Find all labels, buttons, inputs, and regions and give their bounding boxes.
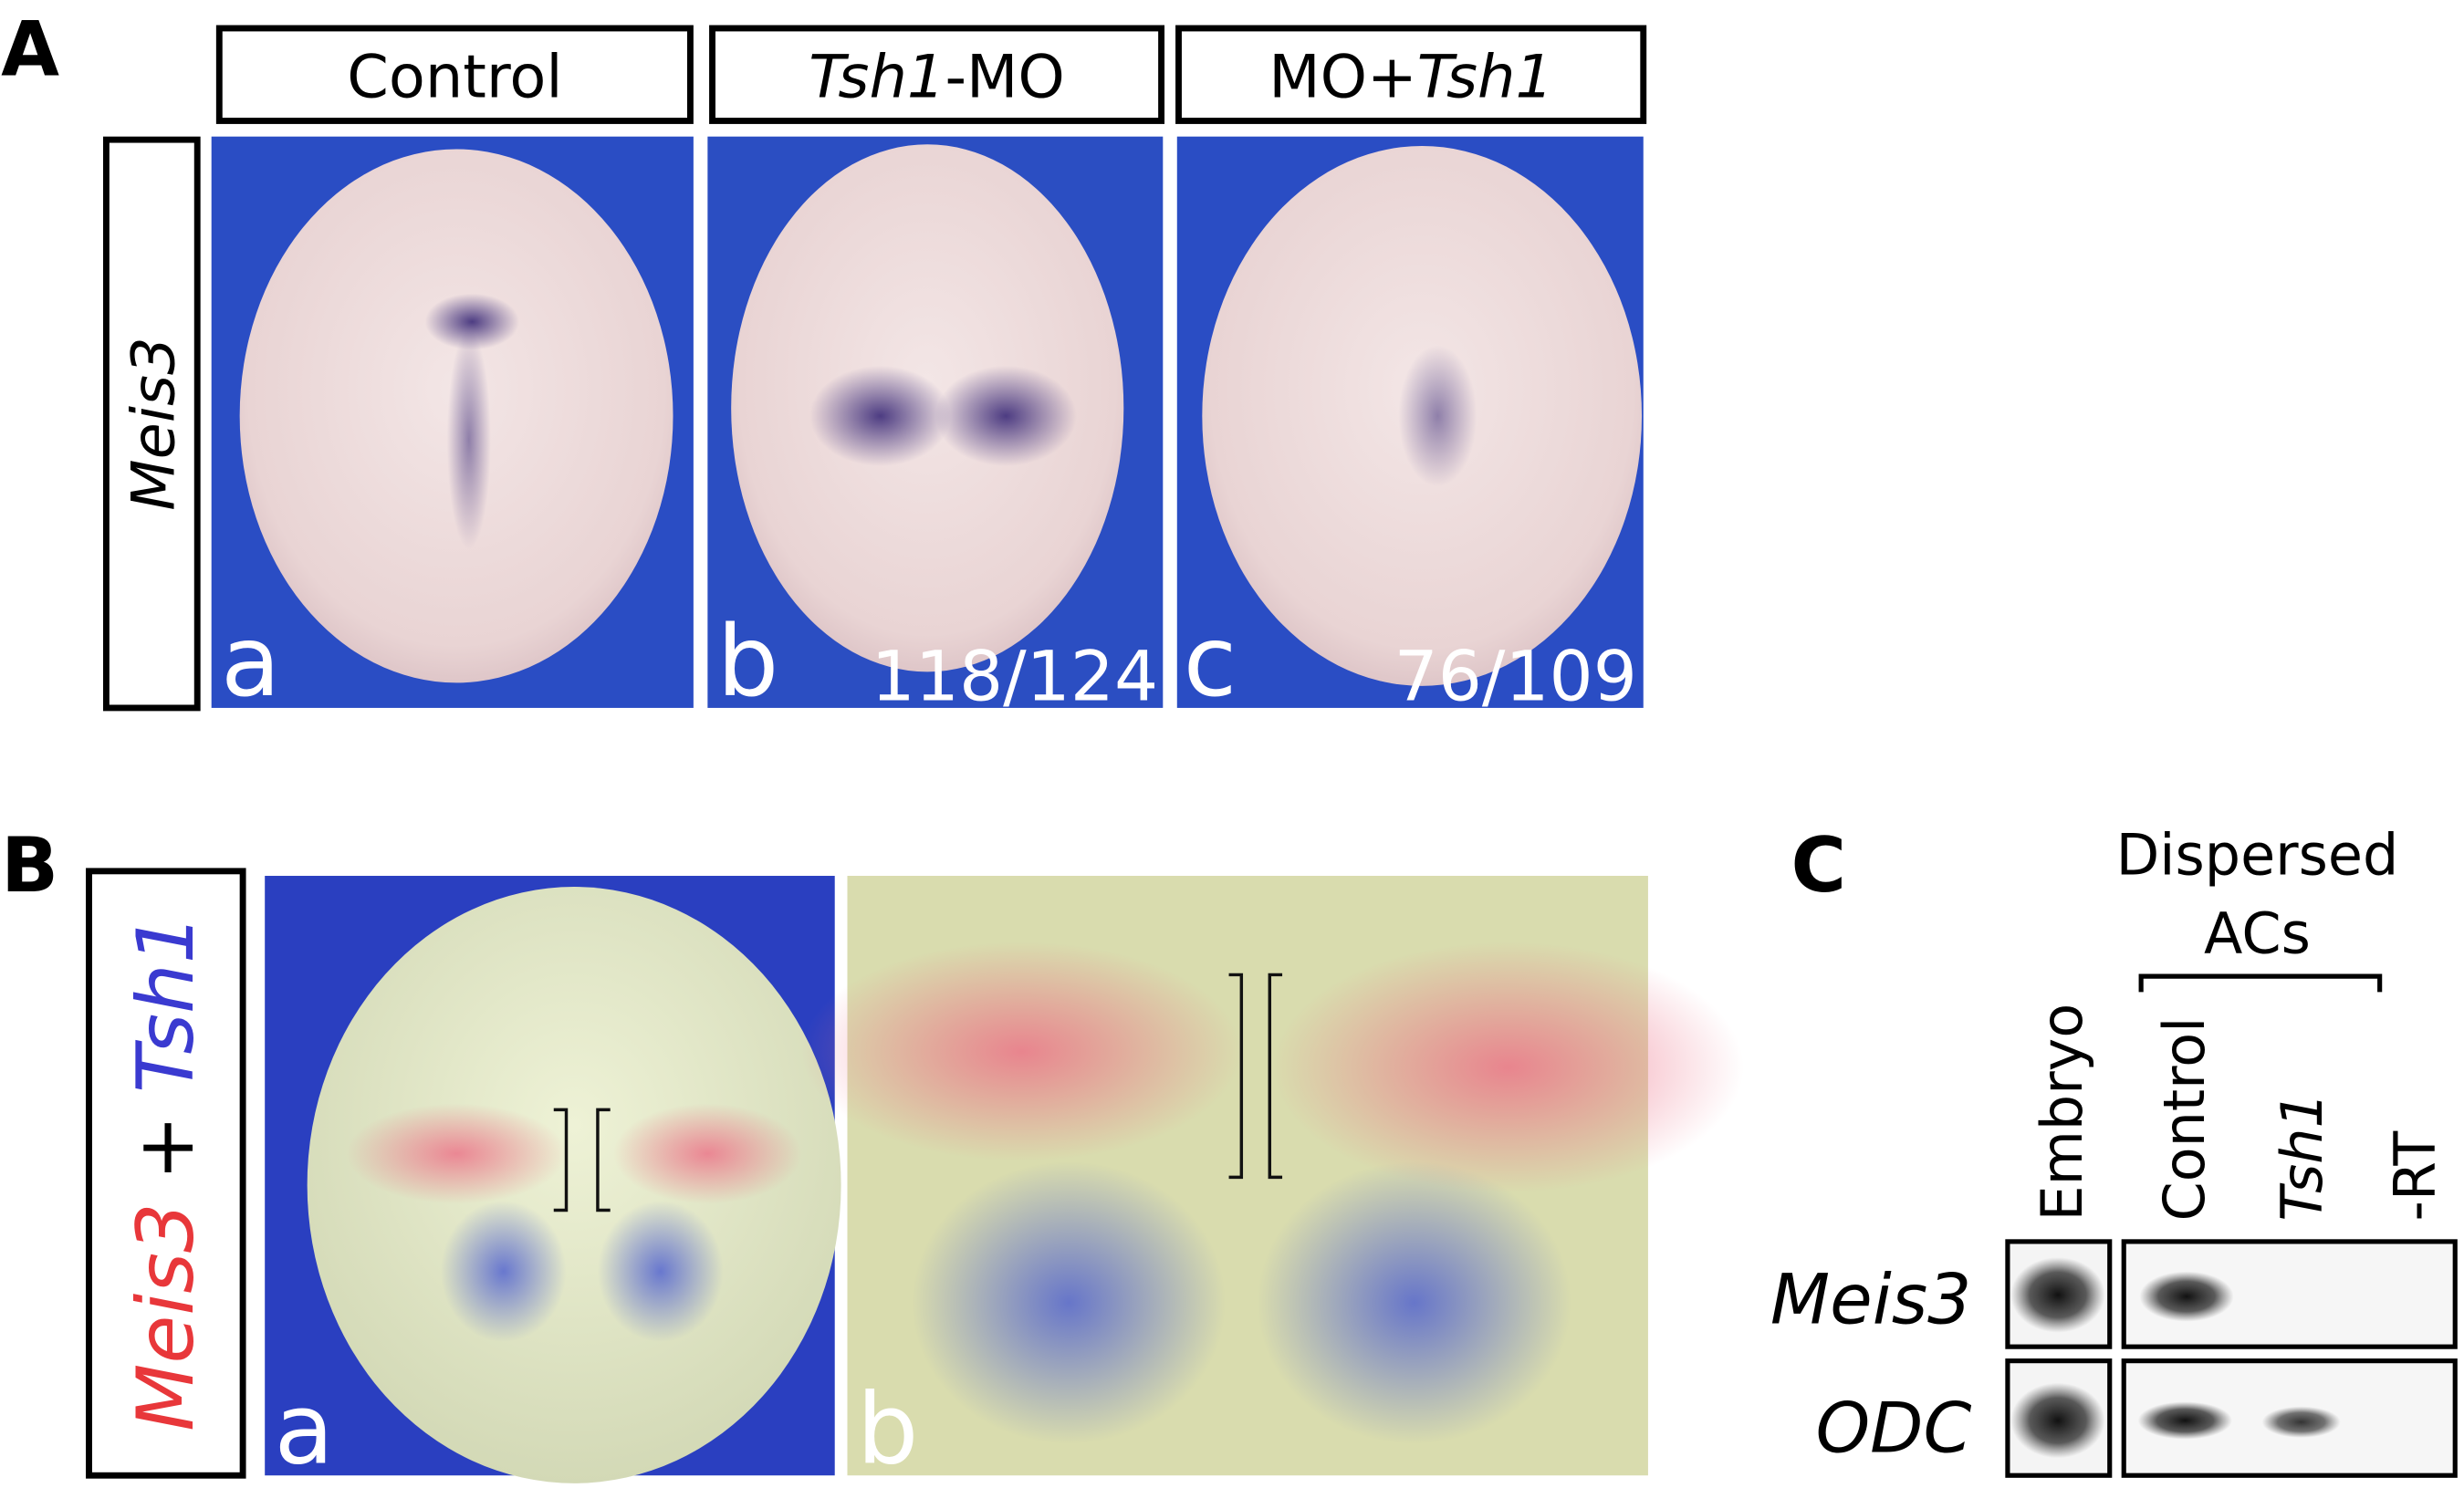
image: [1176, 136, 1644, 708]
row-label-part: +: [120, 1115, 212, 1181]
image-label: b: [857, 1373, 919, 1486]
image-label: a: [221, 606, 280, 719]
row-label: ODC: [1816, 1388, 1972, 1468]
column-header: MO+Tsh1: [1269, 43, 1553, 112]
group-label: ACs: [2204, 900, 2311, 966]
group-label: Dispersed: [2116, 822, 2399, 888]
image: [211, 136, 694, 708]
count-label: 118/124: [872, 636, 1158, 716]
header-text: Tsh1: [1417, 43, 1553, 112]
lane-label: Embryo: [2030, 1004, 2095, 1222]
lane-label: Control: [2152, 1017, 2218, 1222]
image-label: b: [717, 606, 779, 719]
header-text: Control: [347, 43, 562, 112]
row-label-part: Meis3: [120, 1202, 212, 1431]
group-bracket: [2138, 973, 2383, 993]
image-label: c: [1184, 606, 1237, 719]
gel: [2005, 1239, 2458, 1478]
header-box: [709, 25, 1165, 124]
header-text: MO+: [1269, 43, 1417, 112]
row-label: Meis3: [119, 337, 188, 510]
row-label: Meis3 + Tsh1: [120, 914, 212, 1431]
panel-letter: A: [1, 6, 59, 94]
image: [707, 136, 1164, 708]
header-text: -MO: [945, 43, 1064, 112]
image: [801, 876, 1744, 1476]
row-label: Meis3: [1770, 1259, 1971, 1339]
row-label-part: Tsh1: [120, 914, 212, 1093]
row-box: [86, 868, 246, 1479]
column-header: Tsh1-MO: [809, 43, 1065, 112]
lane-label: Tsh1: [2270, 1092, 2335, 1221]
column-header: Control: [347, 43, 562, 112]
image-label: a: [275, 1373, 334, 1486]
panel-letter: B: [1, 822, 58, 910]
panel-letter: C: [1791, 822, 1846, 910]
header-text: Tsh1: [809, 43, 945, 112]
count-label: 76/109: [1394, 636, 1637, 716]
header-box: [215, 25, 694, 124]
image: [265, 876, 841, 1483]
header-box: [1175, 25, 1647, 124]
row-box: [102, 136, 201, 712]
lane-label: -RT: [2383, 1131, 2448, 1222]
